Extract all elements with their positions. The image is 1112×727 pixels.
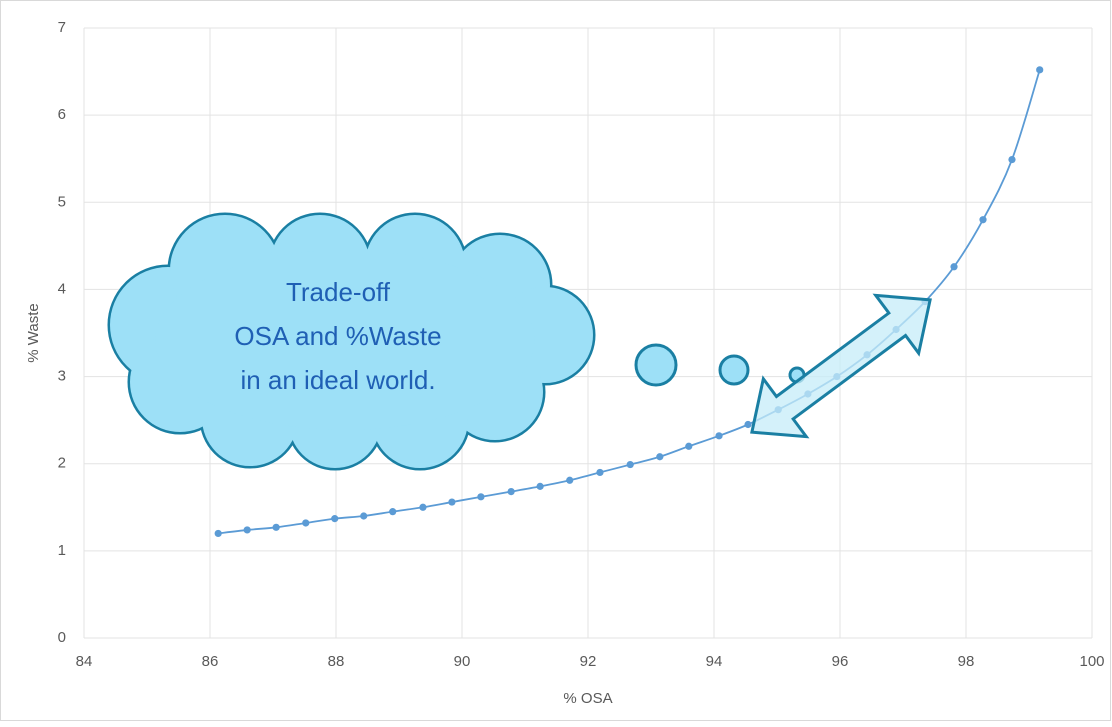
- point: [419, 503, 427, 511]
- point: [744, 420, 752, 429]
- point: [272, 523, 280, 531]
- point: [507, 488, 515, 496]
- x-axis-label: % OSA: [563, 690, 612, 707]
- thought-cloud-fill: [110, 215, 593, 468]
- x-tick-label: 100: [1079, 653, 1104, 670]
- annotation: OSA and %Waste: [234, 321, 441, 351]
- point: [389, 508, 397, 516]
- x-tick-label: 88: [328, 653, 345, 670]
- y-tick-label: 0: [58, 629, 66, 646]
- point: [536, 482, 544, 490]
- point: [360, 512, 368, 520]
- point: [596, 468, 604, 477]
- point: [243, 526, 251, 534]
- annotation: in an ideal world.: [240, 365, 435, 395]
- point: [1036, 66, 1044, 74]
- x-tick-label: 94: [706, 653, 723, 670]
- point: [302, 519, 310, 527]
- thought-bubbles: [634, 343, 806, 387]
- point: [331, 515, 339, 523]
- y-tick-label: 3: [58, 368, 66, 385]
- point: [656, 453, 664, 461]
- point: [477, 493, 485, 501]
- y-tick-label: 7: [58, 19, 66, 36]
- point: [979, 216, 987, 224]
- y-tick-label: 6: [58, 106, 66, 123]
- double-arrow: [750, 293, 932, 439]
- y-tick-label: 5: [58, 193, 66, 210]
- y-tick-label: 4: [58, 280, 66, 297]
- x-tick-label: 84: [76, 653, 93, 670]
- point: [214, 529, 222, 538]
- y-tick-label: 1: [58, 542, 66, 559]
- grid: 0 1 2 3 4 5 6 7 84 86 88 90 92 94 96 98 100: [58, 19, 1105, 670]
- annotation: Trade-off: [286, 277, 391, 307]
- point: [448, 498, 456, 506]
- x-tick-label: 96: [832, 653, 849, 670]
- point: [715, 432, 723, 440]
- point: [566, 476, 574, 484]
- x-tick-label: 98: [958, 653, 975, 670]
- y-axis-label: % Waste: [25, 303, 42, 362]
- x-tick-label: 90: [454, 653, 471, 670]
- x-tick-label: 86: [202, 653, 219, 670]
- point: [626, 460, 634, 469]
- y-tick-label: 2: [58, 455, 66, 472]
- point: [950, 263, 958, 271]
- x-tick-label: 92: [580, 653, 597, 670]
- point: [685, 442, 693, 450]
- point: [1008, 155, 1016, 164]
